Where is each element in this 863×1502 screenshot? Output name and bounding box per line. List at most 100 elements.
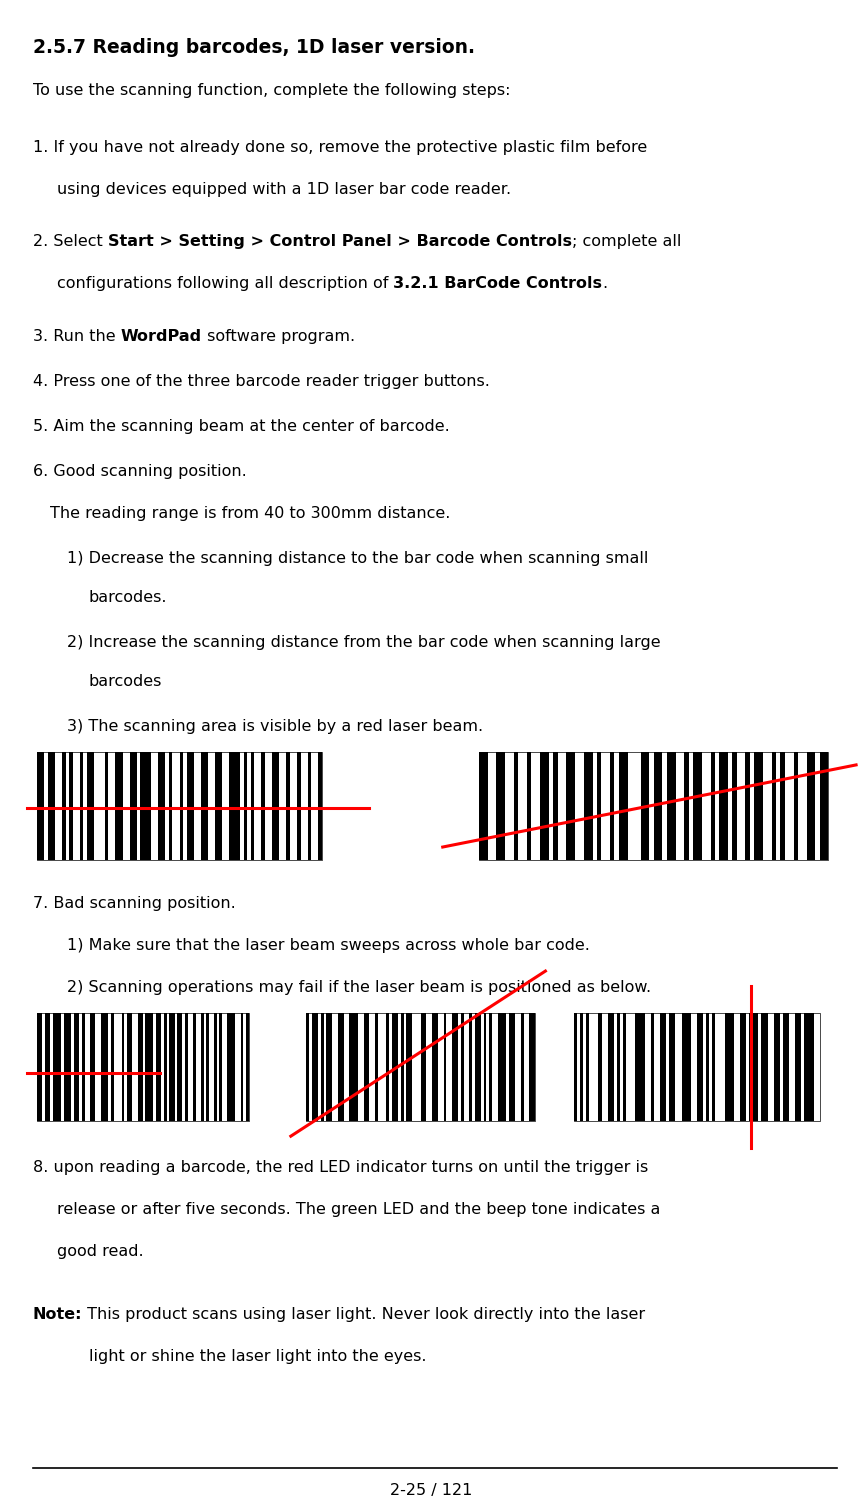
Bar bbox=[363, 1012, 369, 1120]
Bar bbox=[69, 753, 72, 861]
Bar bbox=[489, 1012, 492, 1120]
Bar bbox=[684, 753, 689, 861]
Bar bbox=[375, 1012, 378, 1120]
Bar bbox=[64, 1012, 72, 1120]
Bar bbox=[158, 753, 166, 861]
Bar bbox=[479, 753, 488, 861]
Bar bbox=[37, 1012, 249, 1120]
Bar bbox=[201, 1012, 204, 1120]
Bar bbox=[566, 753, 575, 861]
Text: 6. Good scanning position.: 6. Good scanning position. bbox=[33, 464, 247, 479]
Bar bbox=[527, 753, 532, 861]
Bar bbox=[733, 753, 737, 861]
Bar bbox=[520, 1012, 524, 1120]
Bar bbox=[297, 753, 300, 861]
Text: The reading range is from 40 to 300mm distance.: The reading range is from 40 to 300mm di… bbox=[50, 506, 450, 521]
Bar bbox=[387, 1012, 389, 1120]
Bar bbox=[796, 1012, 802, 1120]
Bar bbox=[230, 753, 240, 861]
Bar bbox=[201, 753, 208, 861]
Bar bbox=[586, 1012, 589, 1120]
Bar bbox=[496, 753, 505, 861]
Bar bbox=[185, 1012, 188, 1120]
Bar bbox=[80, 753, 84, 861]
Bar bbox=[227, 1012, 236, 1120]
Bar bbox=[90, 1012, 95, 1120]
Text: 3) The scanning area is visible by a red laser beam.: 3) The scanning area is visible by a red… bbox=[67, 719, 483, 734]
Bar bbox=[186, 753, 193, 861]
Bar bbox=[794, 753, 798, 861]
Text: software program.: software program. bbox=[202, 329, 355, 344]
Bar bbox=[101, 1012, 109, 1120]
Bar bbox=[156, 1012, 161, 1120]
Bar bbox=[127, 1012, 132, 1120]
Bar bbox=[461, 1012, 463, 1120]
Text: Note:: Note: bbox=[33, 1307, 82, 1322]
Text: Start > Setting > Control Panel > Barcode Controls: Start > Setting > Control Panel > Barcod… bbox=[108, 234, 571, 249]
Bar bbox=[169, 1012, 174, 1120]
Bar bbox=[599, 1012, 602, 1120]
Text: configurations following all description of: configurations following all description… bbox=[57, 276, 394, 291]
Bar bbox=[706, 1012, 709, 1120]
Bar bbox=[660, 1012, 666, 1120]
Bar bbox=[37, 753, 44, 861]
Bar bbox=[693, 753, 702, 861]
Text: 2) Scanning operations may fail if the laser beam is positioned as below.: 2) Scanning operations may fail if the l… bbox=[67, 981, 652, 994]
Bar bbox=[712, 1012, 715, 1120]
Bar bbox=[246, 1012, 249, 1120]
Bar bbox=[321, 1012, 324, 1120]
Bar bbox=[87, 753, 94, 861]
Bar bbox=[553, 753, 557, 861]
Bar bbox=[272, 753, 279, 861]
Bar bbox=[697, 1012, 703, 1120]
Text: 5. Aim the scanning beam at the center of barcode.: 5. Aim the scanning beam at the center o… bbox=[33, 419, 450, 434]
Text: 7. Bad scanning position.: 7. Bad scanning position. bbox=[33, 897, 236, 912]
Text: 3. Run the: 3. Run the bbox=[33, 329, 121, 344]
Bar bbox=[215, 753, 222, 861]
Bar bbox=[287, 753, 290, 861]
Bar bbox=[406, 1012, 413, 1120]
Bar bbox=[129, 753, 137, 861]
Bar bbox=[719, 753, 728, 861]
Bar bbox=[74, 1012, 79, 1120]
Bar bbox=[116, 753, 123, 861]
Bar bbox=[261, 753, 265, 861]
Bar bbox=[37, 1012, 42, 1120]
Bar bbox=[807, 753, 816, 861]
Text: release or after five seconds. The green LED and the beep tone indicates a: release or after five seconds. The green… bbox=[57, 1202, 660, 1217]
Bar bbox=[580, 1012, 583, 1120]
Bar bbox=[608, 1012, 614, 1120]
Text: To use the scanning function, complete the following steps:: To use the scanning function, complete t… bbox=[33, 83, 510, 98]
Text: barcodes: barcodes bbox=[89, 674, 162, 689]
Text: 2-25 / 121: 2-25 / 121 bbox=[390, 1482, 473, 1497]
Bar bbox=[219, 1012, 222, 1120]
Text: using devices equipped with a 1D laser bar code reader.: using devices equipped with a 1D laser b… bbox=[57, 182, 511, 197]
Bar bbox=[772, 753, 776, 861]
Bar bbox=[420, 1012, 426, 1120]
Bar bbox=[540, 753, 549, 861]
Text: 2.5.7 Reading barcodes, 1D laser version.: 2.5.7 Reading barcodes, 1D laser version… bbox=[33, 38, 475, 57]
Bar bbox=[651, 1012, 654, 1120]
Text: 4. Press one of the three barcode reader trigger buttons.: 4. Press one of the three barcode reader… bbox=[33, 374, 489, 389]
Bar bbox=[529, 1012, 535, 1120]
Bar bbox=[574, 1012, 577, 1120]
Bar bbox=[774, 1012, 780, 1120]
Bar bbox=[206, 1012, 209, 1120]
Bar bbox=[783, 1012, 789, 1120]
Text: .: . bbox=[602, 276, 608, 291]
Bar bbox=[761, 1012, 767, 1120]
Bar bbox=[104, 753, 109, 861]
Bar bbox=[820, 753, 828, 861]
Bar bbox=[754, 753, 763, 861]
Bar bbox=[682, 1012, 690, 1120]
Bar bbox=[654, 753, 663, 861]
Bar bbox=[444, 1012, 446, 1120]
Bar bbox=[53, 1012, 61, 1120]
Bar bbox=[312, 1012, 318, 1120]
Bar bbox=[667, 753, 676, 861]
Bar bbox=[574, 1012, 820, 1120]
Bar bbox=[635, 1012, 645, 1120]
Bar bbox=[82, 1012, 85, 1120]
Bar bbox=[137, 1012, 142, 1120]
Bar bbox=[669, 1012, 676, 1120]
